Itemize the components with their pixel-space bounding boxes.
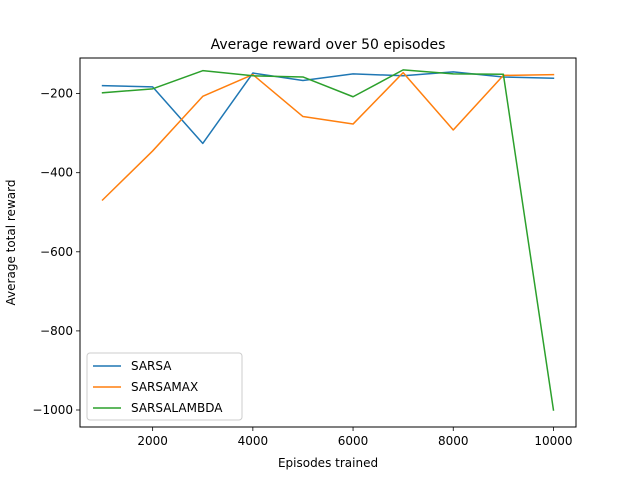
legend-label-sarsalambda: SARSALAMBDA [131, 401, 223, 415]
y-tick-label: −200 [40, 87, 73, 101]
x-axis-ticks: 2000 4000 6000 8000 10000 [137, 427, 573, 448]
x-tick-label: 10000 [534, 434, 572, 448]
chart-title: Average reward over 50 episodes [211, 37, 446, 53]
y-tick-label: −1000 [32, 403, 73, 417]
series-line-sarsalambda [101, 69, 555, 411]
y-tick-label: −400 [40, 166, 73, 180]
x-tick-label: 2000 [137, 434, 168, 448]
y-axis-label: Average total reward [4, 180, 18, 306]
legend-label-sarsa: SARSA [131, 359, 172, 373]
legend-label-sarsamax: SARSAMAX [131, 380, 198, 394]
plot-frame [79, 57, 577, 428]
y-axis-ticks: −1000 −800 −600 −400 −200 [32, 87, 80, 417]
x-tick-label: 8000 [438, 434, 469, 448]
legend-frame [86, 352, 243, 421]
x-tick-label: 4000 [238, 434, 269, 448]
x-axis-label: Episodes trained [278, 456, 378, 470]
y-tick-label: −800 [40, 324, 73, 338]
series-layer [101, 69, 555, 411]
series-line-sarsamax [101, 71, 555, 202]
x-tick-label: 6000 [338, 434, 369, 448]
legend: SARSA SARSAMAX SARSALAMBDA [86, 352, 243, 421]
y-tick-label: −600 [40, 245, 73, 259]
